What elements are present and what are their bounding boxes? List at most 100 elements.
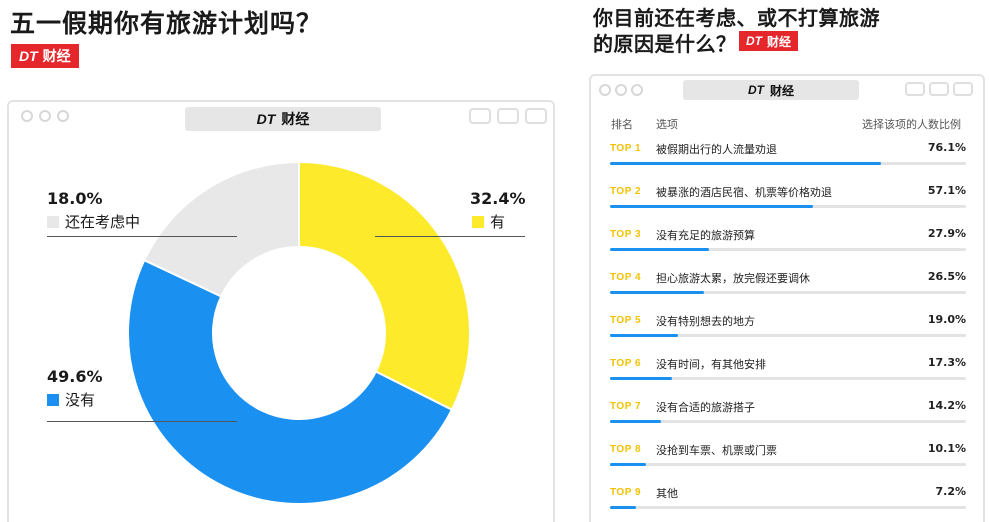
brand-dt-logo: DT	[19, 48, 38, 64]
window-title-pill: DT 财经	[185, 107, 381, 131]
window-titlebar: DT 财经	[591, 76, 983, 106]
option-label: 没有特别想去的地方	[656, 315, 755, 328]
donut-slice-no	[127, 258, 454, 505]
brand-name: 财经	[42, 48, 71, 64]
table-row: TOP 9 其他 7.2%	[610, 485, 966, 522]
window-dot-icon	[57, 110, 69, 122]
value-label: 76.1%	[927, 141, 966, 154]
bar-track	[610, 420, 966, 423]
value-label: 19.0%	[927, 313, 966, 326]
donut-slice-considering	[142, 160, 300, 298]
brand-badge-right: DT 财经	[739, 31, 799, 51]
brand-name: 财经	[769, 83, 794, 98]
brand-dt-logo: DT	[747, 83, 764, 97]
value-label: 7.2%	[935, 485, 966, 498]
option-label: 没抢到车票、机票或门票	[656, 444, 777, 457]
slice-value-label-no: 49.6%	[47, 367, 103, 386]
value-label: 17.3%	[927, 356, 966, 369]
window-control-icon	[525, 108, 547, 124]
legend-item-yes: 有	[472, 211, 505, 232]
right-chart-title: 你目前还在考虑、或不打算旅游 的原因是什么？	[593, 5, 880, 57]
rank-label: TOP 3	[610, 229, 642, 240]
bar-track	[610, 291, 966, 294]
table-row: TOP 2 被暴涨的酒店民宿、机票等价格劝退 57.1%	[610, 184, 966, 227]
table-row: TOP 7 没有合适的旅游搭子 14.2%	[610, 399, 966, 442]
option-label: 没有合适的旅游搭子	[656, 401, 755, 414]
option-label: 其他	[656, 487, 678, 500]
window-dot-icon	[615, 84, 627, 96]
value-label: 26.5%	[927, 270, 966, 283]
value-label: 27.9%	[927, 227, 966, 240]
window-control-icon	[469, 108, 491, 124]
rank-label: TOP 9	[610, 487, 642, 498]
bar-track	[610, 162, 966, 165]
window-title-pill: DT 财经	[683, 80, 859, 100]
window-dot-icon	[21, 110, 33, 122]
window-control-icon	[905, 82, 925, 96]
left-chart-title: 五一假期你有旅游计划吗？	[10, 9, 323, 38]
right-title-line1: 你目前还在考虑、或不打算旅游	[593, 6, 880, 30]
bar-fill	[610, 162, 881, 165]
donut-slice-yes	[298, 160, 471, 412]
rank-label: TOP 2	[610, 186, 642, 197]
rank-label: TOP 8	[610, 444, 642, 455]
table-row: TOP 3 没有充足的旅游预算 27.9%	[610, 227, 966, 270]
leader-line-considering	[47, 236, 237, 237]
bar-fill	[610, 506, 636, 509]
bar-track	[610, 248, 966, 251]
value-label: 57.1%	[927, 184, 966, 197]
legend-swatch-considering	[47, 215, 59, 228]
bar-fill	[610, 248, 710, 251]
value-label: 14.2%	[927, 399, 966, 412]
bar-fill	[610, 334, 678, 337]
leader-line-yes	[375, 236, 525, 237]
window-dot-icon	[631, 84, 643, 96]
bar-track	[610, 463, 966, 466]
table-row: TOP 4 担心旅游太累，放完假还要调休 26.5%	[610, 270, 966, 313]
table-row: TOP 5 没有特别想去的地方 19.0%	[610, 313, 966, 356]
bar-fill	[610, 420, 661, 423]
bar-track	[610, 377, 966, 380]
leader-line-no	[47, 421, 237, 422]
table-row: TOP 6 没有时间，有其他安排 17.3%	[610, 356, 966, 399]
legend-label-yes: 有	[490, 213, 506, 231]
table-row: TOP 1 被假期出行的人流量劝退 76.1%	[610, 141, 966, 184]
bar-track	[610, 205, 966, 208]
value-label: 10.1%	[927, 442, 966, 455]
rank-label: TOP 4	[610, 272, 642, 283]
legend-item-no: 没有	[47, 389, 95, 410]
bar-track	[610, 506, 966, 509]
option-label: 担心旅游太累，放完假还要调休	[656, 272, 810, 285]
legend-item-considering: 还在考虑中	[47, 211, 140, 232]
option-label: 没有充足的旅游预算	[656, 229, 755, 242]
table-row: TOP 8 没抢到车票、机票或门票 10.1%	[610, 442, 966, 485]
ranking-table-window: DT 财经	[589, 74, 985, 522]
legend-label-no: 没有	[65, 391, 96, 409]
brand-name: 财经	[767, 34, 792, 49]
option-label: 被暴涨的酒店民宿、机票等价格劝退	[656, 186, 832, 199]
bar-fill	[610, 205, 814, 208]
bar-fill	[610, 377, 672, 380]
brand-dt-logo: DT	[256, 111, 276, 127]
rank-label: TOP 6	[610, 358, 642, 369]
column-header-rank: 排名	[611, 118, 633, 131]
brand-dt-logo: DT	[746, 34, 762, 48]
slice-value-label-yes: 32.4%	[470, 189, 526, 208]
bar-fill	[610, 463, 646, 466]
window-titlebar: DT 财经	[9, 102, 553, 132]
rank-label: TOP 7	[610, 401, 642, 412]
legend-swatch-no	[47, 393, 59, 406]
option-label: 没有时间，有其他安排	[656, 358, 766, 371]
brand-name: 财经	[281, 111, 310, 127]
rank-label: TOP 1	[610, 143, 642, 154]
window-control-icon	[929, 82, 949, 96]
brand-badge-left: DT 财经	[11, 44, 79, 68]
column-header-ratio: 选择该项的人数比例	[862, 118, 961, 131]
window-control-icon	[497, 108, 519, 124]
legend-swatch-yes	[472, 215, 484, 228]
bar-fill	[610, 291, 705, 294]
legend-label-considering: 还在考虑中	[65, 213, 141, 231]
window-dot-icon	[599, 84, 611, 96]
window-dot-icon	[39, 110, 51, 122]
